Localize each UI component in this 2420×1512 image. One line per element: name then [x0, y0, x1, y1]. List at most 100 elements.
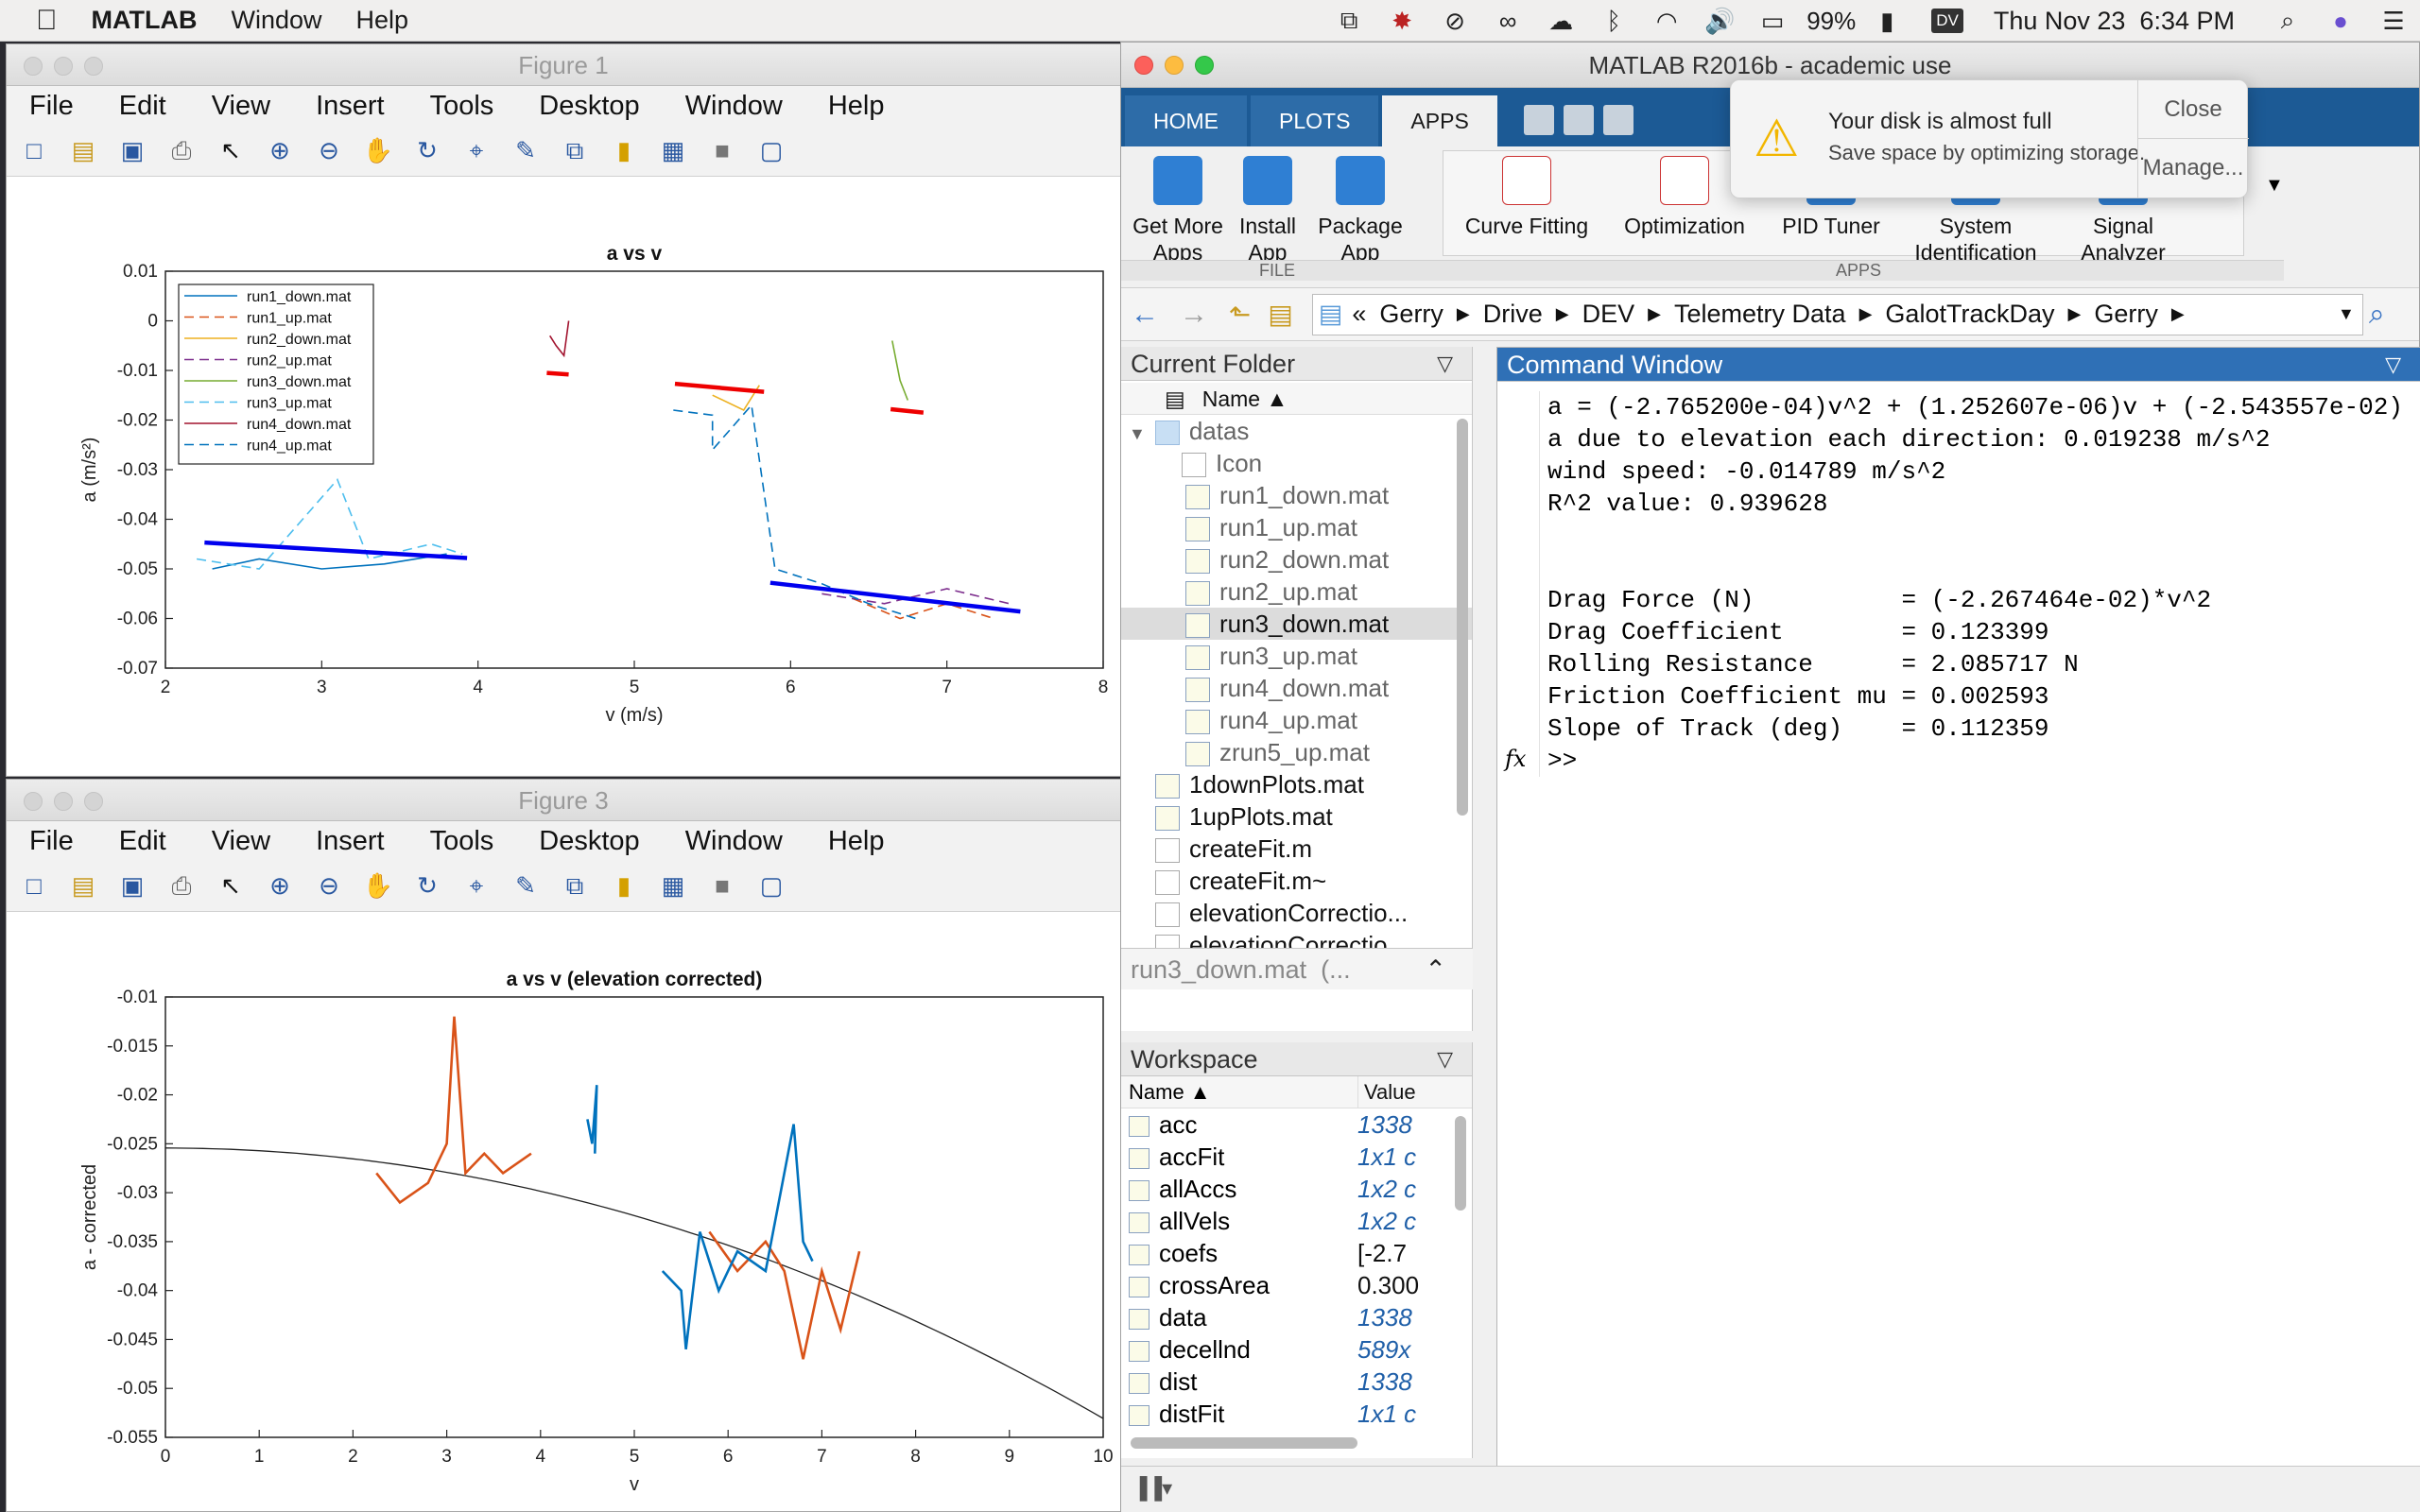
file-item[interactable]: run1_down.mat — [1121, 479, 1472, 511]
link-plot-icon[interactable]: ⧉ — [565, 870, 584, 900]
close-button[interactable] — [24, 57, 43, 76]
file-item[interactable]: 1upPlots.mat — [1121, 800, 1472, 833]
spotlight-search-icon[interactable]: ⌕ — [2280, 6, 2295, 34]
ws-value-column[interactable]: Value — [1357, 1076, 1472, 1108]
path-segment[interactable]: GalotTrackDay — [1885, 300, 2055, 328]
menu-window[interactable]: Window — [684, 90, 783, 121]
fx-icon[interactable]: fx — [1505, 746, 1527, 772]
pane-menu-icon[interactable]: ▽ — [2385, 352, 2401, 376]
zoom-button[interactable] — [1195, 56, 1214, 75]
workspace-row[interactable]: coefs [-2.7 — [1121, 1237, 1472, 1269]
workspace-row[interactable]: data 1338 — [1121, 1301, 1472, 1333]
menu-insert[interactable]: Insert — [316, 90, 385, 121]
path-segment[interactable]: Gerry — [1379, 300, 1443, 328]
workspace-row[interactable]: crossArea 0.300 — [1121, 1269, 1472, 1301]
brush-icon[interactable]: ✎ — [515, 136, 536, 164]
figure1-axes[interactable]: a vs v v (m/s) a (m/s²) 2 3 4 5 6 7 8 0.01 0 -0.01 -0… — [7, 177, 1120, 776]
details-bar[interactable]: run3_down.mat (... ⌃ — [1121, 948, 1473, 989]
back-icon[interactable]: ← — [1131, 298, 1159, 330]
legend-icon[interactable]: ▦ — [661, 136, 685, 164]
figure1-titlebar[interactable]: Figure 1 — [7, 44, 1120, 86]
glasses-icon[interactable]: ∞ — [1498, 6, 1517, 35]
file-item[interactable]: 1downPlots.mat — [1121, 768, 1472, 800]
command-prompt[interactable]: >> — [1547, 747, 1578, 775]
data-cursor-icon[interactable]: ⌖ — [469, 135, 484, 164]
hide-tools-icon[interactable]: ■ — [715, 136, 730, 164]
path-field[interactable]: ▤ « Gerry ▶ Drive ▶ DEV ▶ Telemetry Data ▶ G… — [1311, 293, 2363, 335]
menu-view[interactable]: View — [211, 90, 271, 121]
quick-save-all-icon[interactable] — [1563, 105, 1594, 135]
file-item[interactable]: zrun5_up.mat — [1121, 736, 1472, 768]
menu-help[interactable]: Help — [827, 90, 885, 121]
command-window[interactable]: Command Window ▽ a = (-2.765200e-04)v^2 … — [1496, 347, 2420, 1505]
menu-help[interactable]: Help — [335, 6, 409, 34]
file-item[interactable]: run3_up.mat — [1121, 640, 1472, 672]
menu-desktop[interactable]: Desktop — [539, 825, 640, 856]
workspace-row[interactable]: allAccs 1x2 c — [1121, 1173, 1472, 1205]
package-app-button[interactable]: Package App — [1318, 156, 1403, 266]
zoom-in-icon[interactable]: ⊕ — [269, 136, 290, 164]
new-figure-icon[interactable]: □ — [26, 136, 42, 164]
menu-window[interactable]: Window — [209, 6, 321, 34]
path-segment[interactable]: Telemetry Data — [1674, 300, 1846, 328]
quick-save-icon[interactable] — [1523, 105, 1554, 135]
menu-edit[interactable]: Edit — [118, 90, 166, 121]
close-button[interactable] — [1134, 56, 1153, 75]
column-header-name[interactable]: ▤ Name ▲ — [1121, 383, 1472, 415]
file-item[interactable]: run3_down.mat — [1121, 608, 1472, 640]
path-segment[interactable]: Drive — [1482, 300, 1543, 328]
menu-view[interactable]: View — [211, 825, 271, 856]
colorbar-icon[interactable]: ▮ — [616, 871, 631, 900]
bluetooth-icon[interactable]: ᛒ — [1606, 6, 1621, 35]
print-icon[interactable]: ⎙ — [171, 135, 192, 164]
menu-tools[interactable]: Tools — [429, 825, 494, 856]
menu-tools[interactable]: Tools — [429, 90, 494, 121]
app-menu-matlab[interactable]: MATLAB — [70, 6, 198, 34]
file-item[interactable]: Icon — [1121, 447, 1472, 479]
rotate-3d-icon[interactable]: ↻ — [417, 136, 438, 164]
zoom-out-icon[interactable]: ⊖ — [319, 871, 339, 900]
folder-datas[interactable]: ▼ datas — [1121, 415, 1472, 447]
app-curve-fitting[interactable]: Curve Fitting — [1456, 156, 1598, 239]
workspace-row[interactable]: acc 1338 — [1121, 1108, 1472, 1141]
workspace-row[interactable]: accFit 1x1 c — [1121, 1141, 1472, 1173]
pane-menu-icon[interactable]: ▽ — [1437, 352, 1453, 375]
gallery-expand-icon[interactable]: ▼ — [2265, 175, 2284, 196]
apple-icon[interactable]:  — [0, 5, 75, 37]
menu-edit[interactable]: Edit — [118, 825, 166, 856]
figure3-axes[interactable]: a vs v (elevation corrected) v a - correct… — [7, 912, 1120, 1511]
colorbar-icon[interactable]: ▮ — [616, 136, 631, 164]
pan-icon[interactable]: ✋ — [362, 136, 394, 164]
save-icon[interactable]: ▣ — [120, 136, 145, 164]
tab-plots[interactable]: PLOTS — [1251, 95, 1379, 146]
workspace-row[interactable]: allVels 1x2 c — [1121, 1205, 1472, 1237]
forward-icon[interactable]: → — [1180, 298, 1208, 330]
do-not-disturb-icon[interactable]: ⊘ — [1444, 6, 1466, 35]
open-file-icon[interactable]: ▤ — [71, 871, 95, 900]
siri-icon[interactable]: ● — [2333, 6, 2348, 35]
workspace-row[interactable]: dist 1338 — [1121, 1366, 1472, 1398]
path-segment[interactable]: DEV — [1582, 300, 1635, 328]
search-folder-icon[interactable]: ⌕ — [2368, 298, 2385, 330]
close-button[interactable] — [24, 792, 43, 811]
pointer-icon[interactable]: ↖ — [220, 871, 241, 900]
zoom-button[interactable] — [84, 792, 103, 811]
menu-help[interactable]: Help — [827, 825, 885, 856]
rotate-3d-icon[interactable]: ↻ — [417, 871, 438, 900]
path-segment[interactable]: Gerry — [2094, 300, 2158, 328]
menu-file[interactable]: File — [29, 825, 74, 856]
ws-name-column[interactable]: Name ▲ — [1129, 1080, 1211, 1104]
airplay-icon[interactable]: ▭ — [1760, 6, 1785, 35]
save-icon[interactable]: ▣ — [120, 871, 145, 900]
menu-window[interactable]: Window — [684, 825, 783, 856]
path-overflow[interactable]: « — [1352, 300, 1367, 328]
file-item[interactable]: run2_down.mat — [1121, 543, 1472, 576]
new-figure-icon[interactable]: □ — [26, 871, 42, 900]
screen-mirror-icon[interactable]: ⧉ — [1340, 6, 1358, 34]
quick-cut-icon[interactable] — [1602, 105, 1634, 135]
data-cursor-icon[interactable]: ⌖ — [469, 870, 484, 900]
file-item[interactable]: createFit.m — [1121, 833, 1472, 865]
chevron-down-icon[interactable]: ▼ — [1129, 424, 1146, 443]
browse-folder-icon[interactable]: ▤ — [1268, 300, 1293, 329]
minimize-button[interactable] — [1165, 56, 1184, 75]
